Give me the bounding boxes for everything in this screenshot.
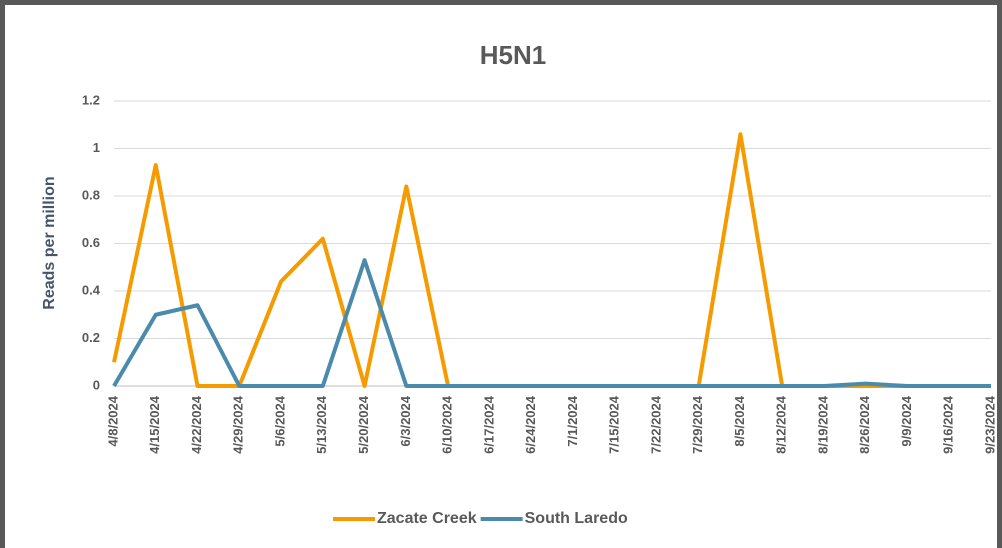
x-tick-label: 6/17/2024 (481, 395, 496, 454)
y-tick-label: 0.4 (82, 282, 101, 297)
x-tick-label: 7/1/2024 (565, 395, 580, 446)
x-tick-label: 7/29/2024 (690, 395, 705, 454)
x-tick-label: 4/8/2024 (105, 395, 120, 446)
y-tick-label: 0.6 (82, 235, 100, 250)
x-tick-label: 4/29/2024 (231, 395, 246, 454)
x-tick-label: 8/12/2024 (774, 395, 789, 454)
x-tick-label: 8/19/2024 (815, 395, 830, 454)
x-tick-label: 5/20/2024 (356, 395, 371, 454)
series-line (112, 258, 991, 388)
y-tick-label: 0 (93, 377, 100, 392)
legend-label: Zacate Creek (377, 510, 477, 527)
x-tick-label: 5/6/2024 (272, 395, 287, 446)
legend-label: South Laredo (525, 510, 628, 527)
x-tick-label: 6/3/2024 (398, 395, 413, 446)
x-tick-label: 5/13/2024 (314, 395, 329, 454)
x-tick-label: 4/15/2024 (147, 395, 162, 454)
chart-title: H5N1 (480, 40, 546, 70)
x-tick-label: 4/22/2024 (189, 395, 204, 454)
x-tick-label: 9/16/2024 (941, 395, 956, 454)
x-tick-label: 6/10/2024 (440, 395, 455, 454)
y-tick-label: 0.8 (82, 187, 100, 202)
y-axis-label: Reads per million (41, 176, 58, 309)
x-tick-label: 8/26/2024 (857, 395, 872, 454)
x-tick-label: 7/15/2024 (607, 395, 622, 454)
y-tick-label: 0.2 (82, 330, 100, 345)
x-tick-label: 8/5/2024 (732, 395, 747, 446)
x-tick-label: 7/22/2024 (648, 395, 663, 454)
y-tick-label: 1 (93, 140, 100, 155)
y-tick-label: 1.2 (82, 92, 100, 107)
x-tick-label: 9/9/2024 (899, 395, 914, 446)
x-tick-label: 9/23/2024 (982, 395, 997, 454)
x-tick-label: 6/24/2024 (523, 395, 538, 454)
